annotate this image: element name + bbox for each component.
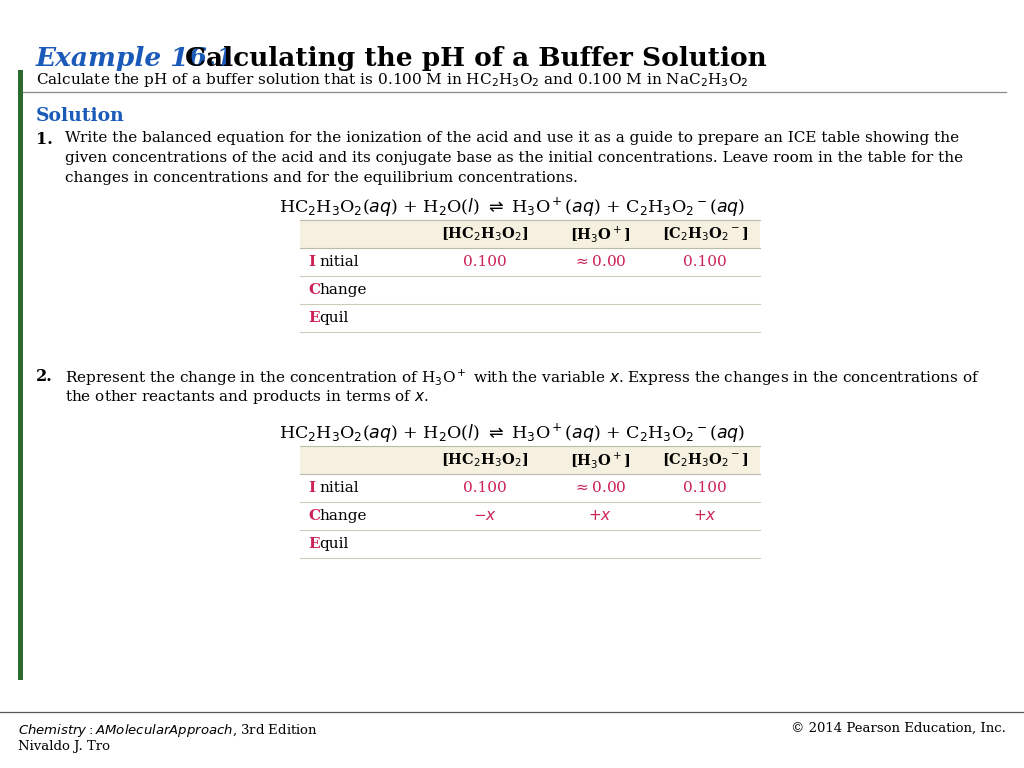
Text: Represent the change in the concentration of H$_3$O$^+$ with the variable $x$. E: Represent the change in the concentratio… bbox=[65, 368, 980, 389]
Text: [HC$_2$H$_3$O$_2$]: [HC$_2$H$_3$O$_2$] bbox=[441, 451, 528, 468]
Text: hange: hange bbox=[319, 509, 367, 523]
Text: C: C bbox=[308, 283, 321, 297]
Text: 0.100: 0.100 bbox=[683, 481, 727, 495]
Text: [HC$_2$H$_3$O$_2$]: [HC$_2$H$_3$O$_2$] bbox=[441, 225, 528, 243]
Text: $\it{Chemistry: A Molecular Approach}$, 3rd Edition: $\it{Chemistry: A Molecular Approach}$, … bbox=[18, 722, 318, 739]
Text: $-x$: $-x$ bbox=[473, 509, 497, 523]
Text: HC$_2$H$_3$O$_2$($aq$) + H$_2$O($l$) $\rightleftharpoons$ H$_3$O$^+$($aq$) + C$_: HC$_2$H$_3$O$_2$($aq$) + H$_2$O($l$) $\r… bbox=[279, 422, 745, 445]
Text: 2.: 2. bbox=[36, 368, 53, 385]
Text: [C$_2$H$_3$O$_2$$^-$]: [C$_2$H$_3$O$_2$$^-$] bbox=[662, 225, 749, 243]
Text: 0.100: 0.100 bbox=[683, 255, 727, 269]
Text: the other reactants and products in terms of $x$.: the other reactants and products in term… bbox=[65, 388, 429, 406]
Text: E: E bbox=[308, 537, 319, 551]
Text: $\approx$0.00: $\approx$0.00 bbox=[573, 481, 627, 495]
Bar bbox=[18, 70, 23, 680]
Text: changes in concentrations and for the equilibrium concentrations.: changes in concentrations and for the eq… bbox=[65, 171, 578, 185]
Text: Nivaldo J. Tro: Nivaldo J. Tro bbox=[18, 740, 110, 753]
Text: given concentrations of the acid and its conjugate base as the initial concentra: given concentrations of the acid and its… bbox=[65, 151, 964, 165]
Text: HC$_2$H$_3$O$_2$($aq$) + H$_2$O($l$) $\rightleftharpoons$ H$_3$O$^+$($aq$) + C$_: HC$_2$H$_3$O$_2$($aq$) + H$_2$O($l$) $\r… bbox=[279, 196, 745, 220]
Text: I: I bbox=[308, 481, 315, 495]
Text: Calculate the pH of a buffer solution that is 0.100 M in HC$_2$H$_3$O$_2$ and 0.: Calculate the pH of a buffer solution th… bbox=[36, 71, 749, 89]
Text: Solution: Solution bbox=[36, 107, 125, 125]
Text: C: C bbox=[308, 509, 321, 523]
Text: [H$_3$O$^+$]: [H$_3$O$^+$] bbox=[569, 450, 631, 470]
Text: Example 16.1: Example 16.1 bbox=[36, 46, 236, 71]
Text: Calculating the pH of a Buffer Solution: Calculating the pH of a Buffer Solution bbox=[185, 46, 767, 71]
Text: $+x$: $+x$ bbox=[588, 509, 612, 523]
Bar bbox=[300, 446, 760, 474]
Text: 0.100: 0.100 bbox=[463, 481, 507, 495]
Text: © 2014 Pearson Education, Inc.: © 2014 Pearson Education, Inc. bbox=[792, 722, 1006, 735]
Text: quil: quil bbox=[319, 311, 348, 325]
Bar bbox=[300, 220, 760, 248]
Text: $\approx$0.00: $\approx$0.00 bbox=[573, 254, 627, 270]
Text: Write the balanced equation for the ionization of the acid and use it as a guide: Write the balanced equation for the ioni… bbox=[65, 131, 959, 145]
Text: [H$_3$O$^+$]: [H$_3$O$^+$] bbox=[569, 224, 631, 244]
Text: nitial: nitial bbox=[319, 481, 358, 495]
Text: nitial: nitial bbox=[319, 255, 358, 269]
Text: $+x$: $+x$ bbox=[693, 509, 717, 523]
Text: hange: hange bbox=[319, 283, 367, 297]
Text: 0.100: 0.100 bbox=[463, 255, 507, 269]
Text: 1.: 1. bbox=[36, 131, 53, 148]
Text: E: E bbox=[308, 311, 319, 325]
Text: I: I bbox=[308, 255, 315, 269]
Text: quil: quil bbox=[319, 537, 348, 551]
Text: [C$_2$H$_3$O$_2$$^-$]: [C$_2$H$_3$O$_2$$^-$] bbox=[662, 451, 749, 468]
